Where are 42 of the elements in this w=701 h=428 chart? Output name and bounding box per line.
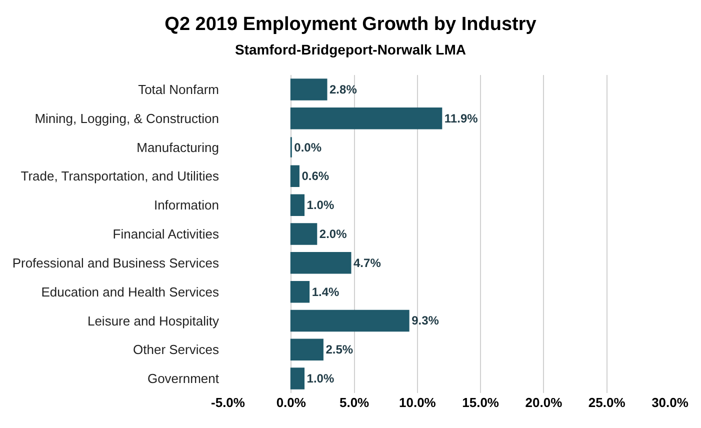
y-tick-label: Professional and Business Services <box>12 255 220 270</box>
y-tick-label: Trade, Transportation, and Utilities <box>20 168 220 184</box>
bar <box>290 280 310 303</box>
bar <box>290 223 318 245</box>
data-label: 1.0% <box>306 372 334 386</box>
bar <box>290 108 442 130</box>
data-label: 1.0% <box>306 198 334 212</box>
chart-title: Q2 2019 Employment Growth by Industry <box>164 14 537 35</box>
data-label: 0.6% <box>302 169 330 184</box>
y-tick-label: Mining, Logging, & Construction <box>34 110 219 126</box>
x-tick-label: 10.0% <box>398 395 436 410</box>
data-label: 11.9% <box>444 111 478 126</box>
x-tick-label: 0.0% <box>276 395 306 410</box>
y-tick-label: Total Nonfarm <box>138 82 219 97</box>
y-tick-label: Government <box>147 371 220 386</box>
x-tick-label: 25.0% <box>588 395 626 410</box>
x-tick-label: 30.0% <box>652 395 689 410</box>
bar <box>290 368 305 390</box>
bar <box>290 165 300 188</box>
bar <box>290 194 305 216</box>
bar <box>290 252 352 274</box>
x-tick-label: -5.0% <box>211 395 246 410</box>
bar <box>290 310 410 332</box>
y-tick-label: Financial Activities <box>112 226 220 242</box>
data-label: 4.7% <box>354 256 382 270</box>
y-tick-label: Manufacturing <box>136 140 219 155</box>
x-tick-label: 5.0% <box>339 395 370 410</box>
bar <box>290 78 328 100</box>
data-label: 0.0% <box>294 140 322 154</box>
x-tick-label: 20.0% <box>525 395 563 410</box>
y-tick-label: Leisure and Hospitality <box>87 313 220 328</box>
y-tick-label: Education and Health Services <box>41 284 220 300</box>
chart-subtitle: Stamford-Bridgeport-Norwalk LMA <box>235 42 466 58</box>
data-label: 2.8% <box>330 82 358 96</box>
data-label: 9.3% <box>412 314 440 328</box>
x-tick-label: 15.0% <box>462 395 500 410</box>
data-label: 2.5% <box>326 342 354 357</box>
data-label: 1.4% <box>312 284 340 299</box>
y-tick-label: Information <box>154 198 219 213</box>
y-tick-label: Other Services <box>133 342 220 358</box>
bar <box>290 338 324 360</box>
data-label: 2.0% <box>319 227 348 241</box>
